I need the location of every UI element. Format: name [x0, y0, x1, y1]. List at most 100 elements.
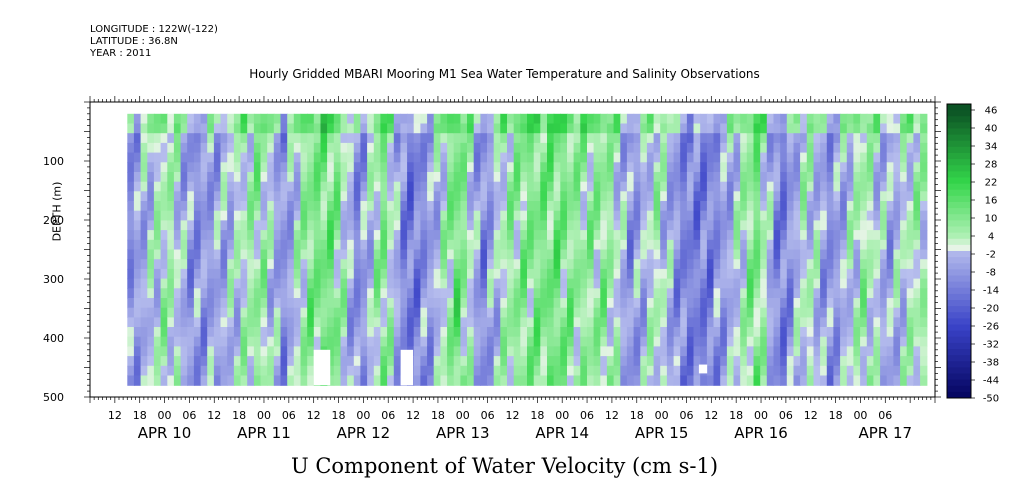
- heatmap-cell: [300, 162, 308, 173]
- heatmap-cell: [840, 317, 848, 328]
- heatmap-cell: [340, 317, 348, 328]
- heatmap-cell: [620, 152, 628, 163]
- heatmap-cell: [880, 142, 888, 154]
- heatmap-cell: [207, 181, 215, 192]
- colorbar-swatch: [947, 183, 971, 191]
- heatmap-cell: [880, 317, 888, 328]
- heatmap-cell: [227, 307, 235, 318]
- heatmap-cell: [826, 356, 835, 367]
- heatmap-cell: [553, 201, 561, 212]
- heatmap-cell: [240, 230, 248, 241]
- heatmap-cell: [626, 210, 635, 221]
- heatmap-cell: [693, 230, 701, 241]
- heatmap-cell: [453, 259, 461, 270]
- heatmap-cell: [646, 152, 655, 163]
- heatmap-cell: [913, 365, 921, 377]
- heatmap-cell: [900, 230, 908, 241]
- heatmap-cell: [706, 288, 715, 299]
- heatmap-cell: [786, 288, 795, 299]
- heatmap-cell: [600, 162, 608, 173]
- heatmap-cell: [407, 336, 415, 347]
- heatmap-cell: [653, 327, 661, 338]
- heatmap-cell: [507, 375, 515, 386]
- heatmap-cell: [833, 259, 841, 270]
- heatmap-cell: [633, 307, 641, 318]
- heatmap-cell: [433, 259, 441, 270]
- colorbar-tick-label: 22: [985, 178, 998, 189]
- heatmap-cell: [813, 288, 821, 299]
- heatmap-cell: [513, 181, 521, 192]
- heatmap-cell: [173, 239, 182, 251]
- heatmap-cell: [686, 298, 695, 309]
- heatmap-cell: [786, 113, 795, 125]
- heatmap-cell: [213, 375, 222, 386]
- heatmap-cell: [640, 268, 648, 280]
- heatmap-cell: [700, 317, 708, 328]
- heatmap-cell: [147, 133, 155, 144]
- heatmap-cell: [540, 317, 548, 328]
- heatmap-cell: [826, 375, 835, 386]
- heatmap-cell: [287, 268, 295, 280]
- heatmap-cell: [740, 298, 748, 309]
- heatmap-cell: [553, 172, 561, 183]
- heatmap-cell: [646, 278, 655, 289]
- heatmap-cell: [313, 113, 322, 125]
- heatmap-cell: [173, 123, 182, 134]
- heatmap-cell: [300, 123, 308, 134]
- heatmap-cell: [427, 356, 435, 367]
- heatmap-cell: [613, 181, 621, 192]
- heatmap-cell: [433, 123, 441, 134]
- heatmap-cell: [606, 298, 615, 309]
- heatmap-cell: [327, 201, 335, 212]
- heatmap-cell: [340, 162, 348, 173]
- heatmap-cell: [733, 249, 741, 260]
- heatmap-cell: [240, 356, 248, 367]
- heatmap-cell: [613, 162, 621, 173]
- heatmap-cell: [273, 259, 282, 270]
- heatmap-cell: [140, 298, 148, 309]
- heatmap-cell: [633, 365, 641, 377]
- heatmap-cell: [333, 172, 342, 183]
- heatmap-cell: [920, 123, 928, 134]
- heatmap-cell: [560, 356, 568, 367]
- heatmap-cell: [500, 249, 508, 260]
- heatmap-cell: [780, 181, 788, 192]
- heatmap-cell: [160, 123, 168, 134]
- heatmap-cell: [820, 307, 828, 318]
- heatmap-cell: [673, 375, 681, 386]
- heatmap-cell: [220, 259, 228, 270]
- heatmap-cell: [413, 336, 421, 347]
- heatmap-cell: [860, 288, 868, 299]
- heatmap-cell: [840, 259, 848, 270]
- heatmap-cell: [340, 375, 348, 386]
- heatmap-cell: [567, 259, 575, 270]
- heatmap-cell: [200, 123, 208, 134]
- heatmap-cell: [533, 123, 541, 134]
- heatmap-cell: [593, 230, 601, 241]
- heatmap-cell: [320, 162, 328, 173]
- heatmap-cell: [453, 172, 461, 183]
- heatmap-cell: [920, 113, 928, 125]
- heatmap-cell: [347, 181, 355, 192]
- heatmap-cell: [220, 249, 228, 260]
- heatmap-cell: [460, 181, 468, 192]
- heatmap-cell: [686, 249, 695, 260]
- heatmap-cell: [640, 123, 648, 134]
- heatmap-cell: [253, 123, 262, 134]
- heatmap-cell: [280, 268, 288, 280]
- heatmap-cell: [746, 133, 755, 144]
- heatmap-cell: [493, 327, 501, 338]
- heatmap-cell: [193, 142, 202, 154]
- heatmap-cell: [626, 239, 635, 251]
- heatmap-cell: [167, 133, 175, 144]
- heatmap-cell: [653, 375, 661, 386]
- heatmap-cell: [260, 162, 268, 173]
- heatmap-cell: [433, 210, 441, 221]
- heatmap-cell: [360, 365, 368, 377]
- heatmap-cell: [646, 239, 655, 251]
- heatmap-cell: [400, 307, 408, 318]
- heatmap-cell: [313, 142, 322, 154]
- heatmap-cell: [287, 317, 295, 328]
- heatmap-cell: [200, 230, 208, 241]
- heatmap-cell: [573, 133, 581, 144]
